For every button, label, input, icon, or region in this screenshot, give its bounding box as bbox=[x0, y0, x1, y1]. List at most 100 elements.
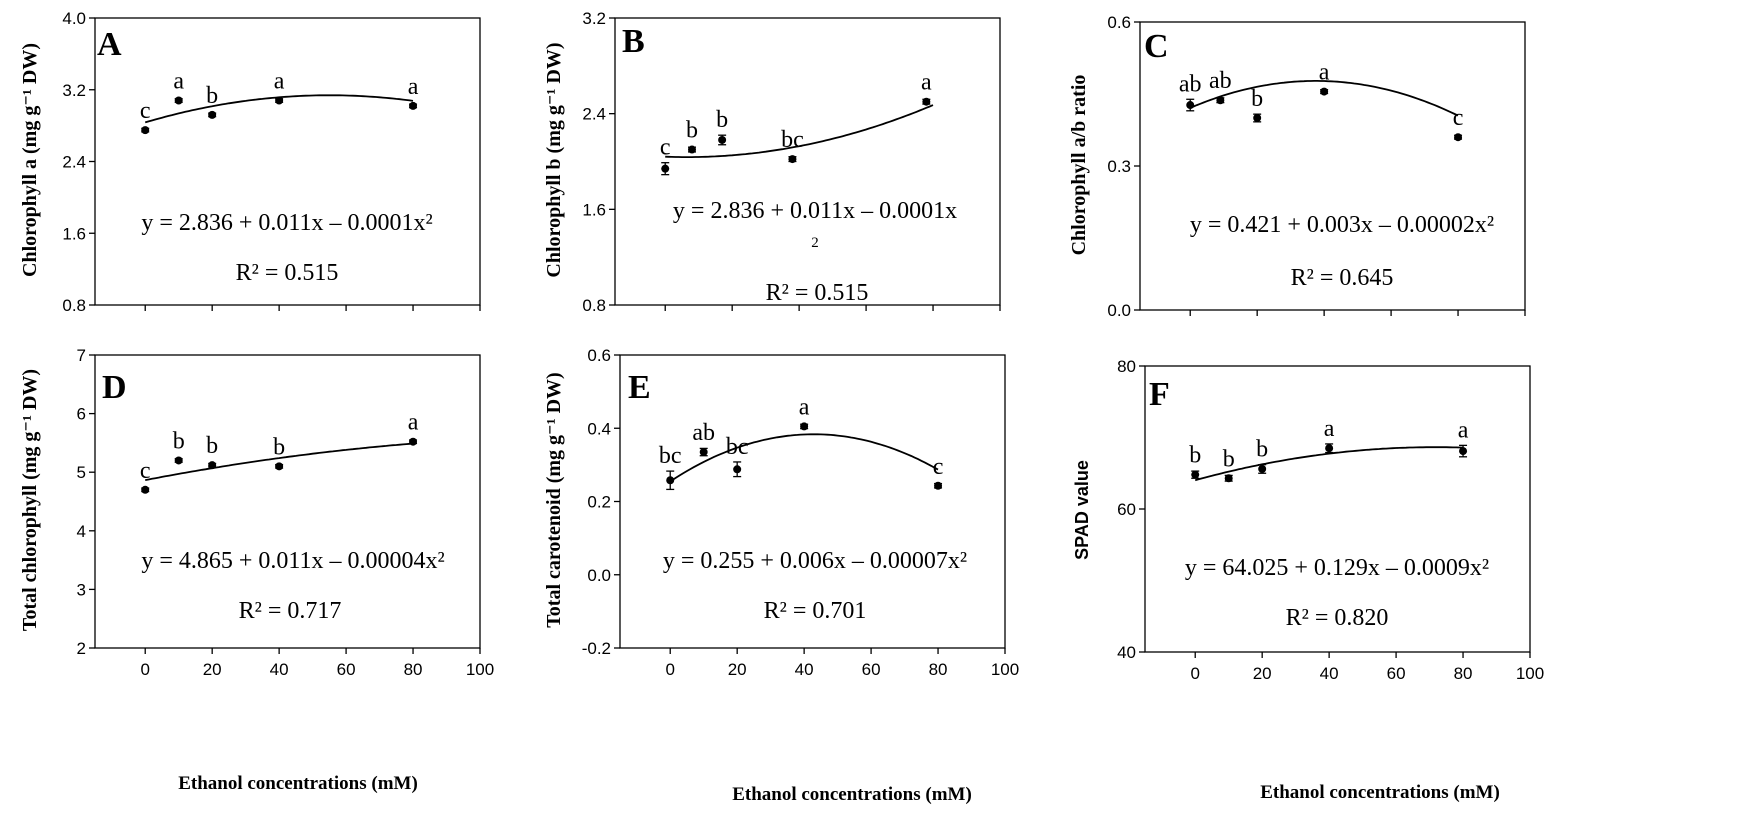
significance-letter: a bbox=[408, 74, 419, 100]
significance-letter: bc bbox=[726, 434, 749, 460]
significance-letter: b bbox=[273, 434, 285, 460]
regression-equation: y = 64.025 + 0.129x – 0.0009x² bbox=[1185, 555, 1489, 581]
significance-letter: a bbox=[274, 69, 285, 95]
x-tick-label: 60 bbox=[1387, 664, 1406, 683]
panel-letter: A bbox=[97, 26, 122, 63]
significance-letter: a bbox=[1458, 417, 1469, 443]
regression-curve bbox=[1194, 446, 1464, 482]
y-axis-label: Chlorophyll a (mg g⁻¹ DW) bbox=[19, 43, 41, 277]
significance-letter: a bbox=[1324, 416, 1335, 442]
data-point bbox=[800, 422, 809, 431]
r-squared: R² = 0.645 bbox=[1291, 265, 1394, 291]
x-tick-label: 20 bbox=[1253, 664, 1272, 683]
x-tick-label: 100 bbox=[1516, 664, 1544, 683]
significance-letter: b bbox=[686, 118, 698, 144]
data-point bbox=[733, 465, 742, 474]
regression-curve bbox=[669, 433, 939, 483]
data-point bbox=[688, 145, 696, 154]
x-tick-label: 40 bbox=[795, 660, 814, 679]
data-point bbox=[699, 448, 708, 457]
regression-equation: y = 4.865 + 0.011x – 0.00004x² bbox=[141, 548, 444, 574]
y-tick-label: 2.4 bbox=[582, 105, 606, 124]
significance-letter: b bbox=[1189, 443, 1201, 469]
data-point bbox=[174, 96, 183, 105]
x-axis-label-left: Ethanol concentrations (mM) bbox=[178, 773, 418, 794]
r-squared: R² = 0.515 bbox=[236, 260, 339, 286]
significance-letter: ab bbox=[1179, 71, 1202, 97]
y-tick-label: 0.8 bbox=[62, 296, 86, 315]
data-point bbox=[1459, 447, 1468, 456]
regression-curve bbox=[1189, 80, 1459, 117]
significance-letter: b bbox=[716, 107, 728, 133]
y-tick-label: 6 bbox=[77, 405, 86, 424]
y-tick-label: 2.4 bbox=[62, 153, 86, 172]
data-point bbox=[788, 155, 797, 164]
significance-letter: c bbox=[140, 458, 151, 484]
x-tick-label: 0 bbox=[140, 660, 149, 679]
y-tick-label: 3.2 bbox=[62, 81, 86, 100]
x-tick-label: 80 bbox=[404, 660, 423, 679]
x-tick-label: 0 bbox=[665, 660, 674, 679]
significance-letter: bc bbox=[781, 127, 804, 153]
significance-letter: a bbox=[799, 394, 810, 420]
panel-letter: C bbox=[1144, 28, 1169, 65]
x-tick-label: 40 bbox=[270, 660, 289, 679]
y-tick-label: 60 bbox=[1117, 500, 1136, 519]
significance-letter: b bbox=[1256, 437, 1268, 463]
x-tick-label: 80 bbox=[1454, 664, 1473, 683]
data-point bbox=[661, 164, 670, 173]
x-tick-label: 0 bbox=[1190, 664, 1199, 683]
y-tick-label: 0.6 bbox=[587, 346, 611, 365]
y-axis-label: Chlorophyll a/b ratio bbox=[1068, 75, 1090, 256]
y-tick-label: 0.6 bbox=[1107, 13, 1131, 32]
y-tick-label: -0.2 bbox=[582, 639, 611, 658]
data-point bbox=[1216, 96, 1225, 105]
regression-equation: y = 0.255 + 0.006x – 0.00007x² bbox=[663, 548, 967, 574]
x-tick-label: 20 bbox=[728, 660, 747, 679]
y-tick-label: 0.4 bbox=[587, 419, 611, 438]
y-tick-label: 0.3 bbox=[1107, 157, 1131, 176]
data-point bbox=[1224, 474, 1233, 483]
data-point bbox=[922, 97, 931, 106]
data-point bbox=[1258, 464, 1267, 473]
y-tick-label: 4 bbox=[77, 522, 86, 541]
y-axis-label: Total carotenoid (mg g⁻¹ DW) bbox=[543, 372, 565, 627]
y-tick-label: 0.0 bbox=[1107, 301, 1131, 320]
significance-letter: ab bbox=[1209, 68, 1232, 94]
y-tick-label: 5 bbox=[77, 463, 86, 482]
x-tick-label: 100 bbox=[466, 660, 494, 679]
y-tick-label: 0.2 bbox=[587, 493, 611, 512]
significance-letter: b bbox=[173, 428, 185, 454]
x-tick-label: 80 bbox=[929, 660, 948, 679]
data-point bbox=[174, 456, 183, 465]
x-tick-label: 60 bbox=[862, 660, 881, 679]
data-point bbox=[718, 135, 727, 144]
panel-letter: F bbox=[1149, 376, 1170, 413]
panel-letter: D bbox=[102, 369, 127, 406]
significance-letter: a bbox=[408, 410, 419, 436]
regression-equation: y = 0.421 + 0.003x – 0.00002x² bbox=[1190, 212, 1494, 238]
data-point bbox=[1325, 444, 1334, 453]
data-point bbox=[666, 476, 675, 485]
y-tick-label: 40 bbox=[1117, 643, 1136, 662]
y-tick-label: 80 bbox=[1117, 357, 1136, 376]
r-squared: R² = 0.820 bbox=[1286, 605, 1389, 631]
x-tick-label: 100 bbox=[991, 660, 1019, 679]
significance-letter: a bbox=[1319, 60, 1330, 86]
data-point bbox=[409, 101, 418, 110]
panel-letter: E bbox=[628, 369, 651, 406]
significance-letter: b bbox=[1251, 86, 1263, 112]
significance-letter: c bbox=[140, 98, 151, 124]
y-tick-label: 1.6 bbox=[582, 200, 606, 219]
significance-letter: b bbox=[206, 433, 218, 459]
data-point bbox=[934, 481, 943, 490]
data-point bbox=[208, 461, 217, 470]
x-axis-label-middle: Ethanol concentrations (mM) bbox=[732, 784, 972, 805]
y-tick-label: 3 bbox=[77, 580, 86, 599]
